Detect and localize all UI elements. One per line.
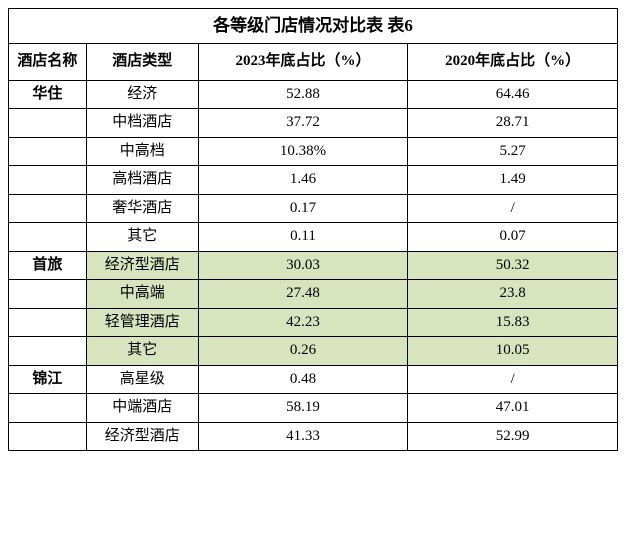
cell-brand	[9, 337, 87, 366]
cell-brand	[9, 422, 87, 451]
cell-2020: 1.49	[408, 166, 618, 195]
cell-type: 经济型酒店	[86, 251, 198, 280]
table-row: 锦江高星级0.48/	[9, 365, 618, 394]
comparison-table: 各等级门店情况对比表 表6 酒店名称 酒店类型 2023年底占比（%） 2020…	[8, 8, 618, 451]
cell-2020: 23.8	[408, 280, 618, 309]
cell-2023: 27.48	[198, 280, 408, 309]
cell-type: 其它	[86, 223, 198, 252]
table-body: 华住经济52.8864.46中档酒店37.7228.71中高档10.38%5.2…	[9, 80, 618, 451]
cell-type: 高星级	[86, 365, 198, 394]
cell-type: 中高端	[86, 280, 198, 309]
table-row: 中端酒店58.1947.01	[9, 394, 618, 423]
cell-2020: 28.71	[408, 109, 618, 138]
col-header-brand: 酒店名称	[9, 44, 87, 81]
cell-brand: 华住	[9, 80, 87, 109]
cell-2020: 50.32	[408, 251, 618, 280]
cell-2023: 0.17	[198, 194, 408, 223]
table-row: 首旅经济型酒店30.0350.32	[9, 251, 618, 280]
cell-2023: 30.03	[198, 251, 408, 280]
cell-brand	[9, 308, 87, 337]
cell-brand	[9, 166, 87, 195]
cell-brand: 锦江	[9, 365, 87, 394]
table-row: 奢华酒店0.17/	[9, 194, 618, 223]
cell-type: 中高档	[86, 137, 198, 166]
cell-brand	[9, 223, 87, 252]
table-row: 中高档10.38%5.27	[9, 137, 618, 166]
col-header-type: 酒店类型	[86, 44, 198, 81]
cell-type: 奢华酒店	[86, 194, 198, 223]
cell-type: 中端酒店	[86, 394, 198, 423]
table-row: 其它0.2610.05	[9, 337, 618, 366]
cell-2023: 0.11	[198, 223, 408, 252]
table-row: 经济型酒店41.3352.99	[9, 422, 618, 451]
table-title-row: 各等级门店情况对比表 表6	[9, 9, 618, 44]
cell-brand	[9, 280, 87, 309]
table-row: 中高端27.4823.8	[9, 280, 618, 309]
cell-type: 经济	[86, 80, 198, 109]
col-header-2020: 2020年底占比（%）	[408, 44, 618, 81]
cell-2020: 47.01	[408, 394, 618, 423]
cell-2020: 10.05	[408, 337, 618, 366]
table-title: 各等级门店情况对比表 表6	[9, 9, 618, 44]
table-header-row: 酒店名称 酒店类型 2023年底占比（%） 2020年底占比（%）	[9, 44, 618, 81]
cell-2020: /	[408, 194, 618, 223]
cell-brand	[9, 394, 87, 423]
table-row: 华住经济52.8864.46	[9, 80, 618, 109]
cell-brand	[9, 109, 87, 138]
table-row: 高档酒店1.461.49	[9, 166, 618, 195]
cell-2023: 58.19	[198, 394, 408, 423]
cell-2023: 41.33	[198, 422, 408, 451]
cell-2023: 10.38%	[198, 137, 408, 166]
cell-2020: 52.99	[408, 422, 618, 451]
cell-2020: /	[408, 365, 618, 394]
cell-2020: 64.46	[408, 80, 618, 109]
cell-type: 其它	[86, 337, 198, 366]
cell-2020: 5.27	[408, 137, 618, 166]
cell-2020: 0.07	[408, 223, 618, 252]
cell-2023: 42.23	[198, 308, 408, 337]
table-row: 轻管理酒店42.2315.83	[9, 308, 618, 337]
cell-type: 轻管理酒店	[86, 308, 198, 337]
cell-2023: 52.88	[198, 80, 408, 109]
table-row: 其它0.110.07	[9, 223, 618, 252]
cell-2023: 0.48	[198, 365, 408, 394]
cell-2023: 0.26	[198, 337, 408, 366]
cell-brand: 首旅	[9, 251, 87, 280]
cell-2023: 37.72	[198, 109, 408, 138]
cell-brand	[9, 137, 87, 166]
cell-2023: 1.46	[198, 166, 408, 195]
cell-brand	[9, 194, 87, 223]
cell-type: 高档酒店	[86, 166, 198, 195]
cell-2020: 15.83	[408, 308, 618, 337]
cell-type: 经济型酒店	[86, 422, 198, 451]
cell-type: 中档酒店	[86, 109, 198, 138]
col-header-2023: 2023年底占比（%）	[198, 44, 408, 81]
table-row: 中档酒店37.7228.71	[9, 109, 618, 138]
